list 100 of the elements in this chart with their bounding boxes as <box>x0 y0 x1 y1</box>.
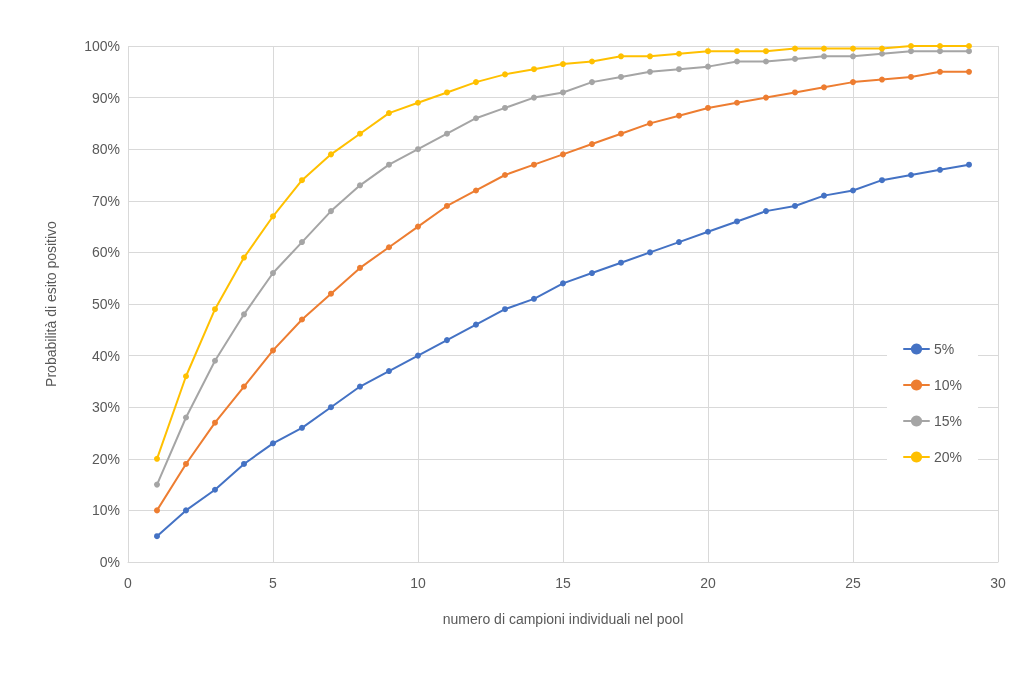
point <box>241 254 247 261</box>
point <box>850 45 856 52</box>
point <box>212 419 218 426</box>
point <box>618 130 624 137</box>
point <box>502 104 508 111</box>
point <box>792 89 798 96</box>
point <box>386 244 392 251</box>
point <box>241 311 247 318</box>
point <box>734 48 740 55</box>
point <box>328 290 334 297</box>
point <box>705 104 711 111</box>
point <box>357 383 363 390</box>
point <box>299 239 305 246</box>
point <box>473 79 479 86</box>
y-axis-title: Probabilità di esito positivo <box>43 220 59 387</box>
y-tick-label: 30% <box>91 399 120 416</box>
point <box>560 151 566 158</box>
point <box>618 53 624 60</box>
point <box>560 61 566 68</box>
x-tick-label: 20 <box>700 575 716 591</box>
point <box>792 202 798 209</box>
point <box>154 455 160 462</box>
point <box>183 414 189 421</box>
point <box>850 53 856 60</box>
point <box>966 68 972 75</box>
point <box>473 321 479 328</box>
point <box>415 99 421 106</box>
point <box>908 48 914 55</box>
point <box>386 161 392 168</box>
point <box>937 68 943 75</box>
point <box>879 177 885 184</box>
x-tick-label: 25 <box>845 575 861 591</box>
point <box>357 130 363 137</box>
point <box>850 187 856 194</box>
point <box>386 368 392 375</box>
point <box>821 84 827 91</box>
point <box>821 53 827 60</box>
x-tick-label: 0 <box>124 575 133 591</box>
point <box>183 507 189 514</box>
point <box>908 73 914 80</box>
point <box>560 280 566 287</box>
point <box>299 177 305 184</box>
point <box>908 43 914 49</box>
point <box>531 66 537 73</box>
point <box>183 373 189 380</box>
point <box>357 182 363 189</box>
point <box>270 270 276 277</box>
point <box>270 347 276 354</box>
point <box>734 58 740 65</box>
point <box>589 79 595 86</box>
point <box>212 486 218 493</box>
point <box>705 228 711 235</box>
point <box>879 45 885 52</box>
point <box>647 53 653 60</box>
x-tick-label: 30 <box>990 575 1006 591</box>
point <box>676 66 682 73</box>
point <box>415 352 421 359</box>
point <box>444 130 450 137</box>
y-tick-label: 60% <box>91 244 120 261</box>
point <box>937 48 943 55</box>
point <box>444 337 450 344</box>
point <box>763 208 769 215</box>
point <box>357 264 363 271</box>
point <box>647 68 653 75</box>
point <box>386 110 392 117</box>
point <box>154 481 160 488</box>
x-axis-title: numero di campioni individuali nel pool <box>442 611 684 627</box>
point <box>502 71 508 78</box>
point <box>328 208 334 215</box>
point <box>647 249 653 256</box>
y-tick-label: 50% <box>91 296 120 312</box>
y-tick-label: 0% <box>99 554 120 570</box>
point <box>705 63 711 70</box>
legend-label: 5% <box>933 341 955 357</box>
point <box>908 172 914 178</box>
y-tick-label: 100% <box>84 38 120 54</box>
point <box>270 213 276 220</box>
point <box>589 58 595 65</box>
point <box>763 48 769 55</box>
point <box>270 440 276 447</box>
point <box>415 146 421 153</box>
y-tick-label: 10% <box>91 502 120 519</box>
point <box>241 460 247 467</box>
point <box>473 187 479 194</box>
point <box>589 270 595 277</box>
point <box>676 239 682 246</box>
legend-label: 15% <box>933 413 963 429</box>
x-tick-label: 15 <box>555 575 571 591</box>
point <box>966 48 972 55</box>
point <box>618 259 624 266</box>
point <box>676 112 682 119</box>
point <box>473 115 479 122</box>
x-tick-label: 5 <box>269 575 278 591</box>
y-tick-label: 80% <box>91 141 120 158</box>
point <box>212 306 218 313</box>
point <box>444 89 450 96</box>
legend-label: 20% <box>933 449 963 465</box>
y-tick-label: 90% <box>91 89 120 106</box>
point <box>850 79 856 86</box>
point <box>299 316 305 323</box>
